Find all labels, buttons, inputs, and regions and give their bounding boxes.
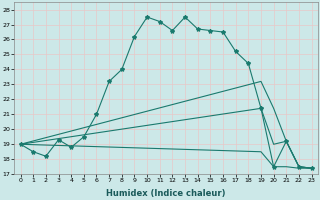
X-axis label: Humidex (Indice chaleur): Humidex (Indice chaleur)	[106, 189, 226, 198]
